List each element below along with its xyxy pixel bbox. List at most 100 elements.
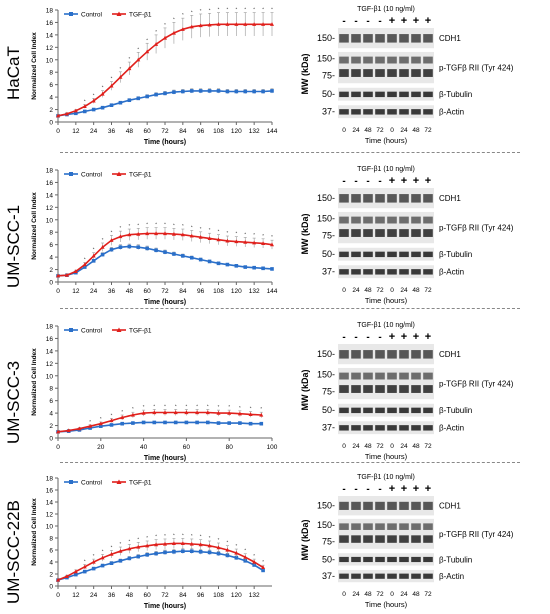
data-point: [252, 240, 257, 245]
protein-band: [351, 194, 361, 203]
protein-band: [423, 251, 433, 258]
data-point: [100, 244, 105, 249]
x-tick-label: 60: [144, 592, 152, 599]
data-point: [127, 556, 132, 561]
x-tick-label: 72: [161, 592, 169, 599]
treatment-sign: +: [389, 175, 395, 187]
x-tick-label: 40: [140, 444, 148, 451]
y-tick-label: 12: [46, 512, 54, 519]
x-tick-label: 12: [72, 288, 80, 295]
data-point: [56, 429, 60, 434]
significance-mark: *: [173, 532, 175, 537]
protein-band: [375, 556, 385, 563]
data-point: [252, 89, 256, 94]
treatment-sign: -: [366, 176, 369, 187]
protein-band: [339, 535, 349, 543]
mw-marker: 50-: [322, 249, 335, 259]
protein-band: [363, 91, 373, 98]
data-point: [120, 421, 124, 426]
significance-mark: *: [137, 222, 139, 227]
protein-band: [339, 523, 349, 530]
data-point: [243, 265, 248, 269]
data-point: [163, 91, 167, 96]
data-point: [154, 92, 158, 97]
protein-band: [375, 372, 385, 380]
y-tick-label: 8: [49, 386, 53, 393]
data-point: [56, 113, 60, 118]
treatment-sign: +: [413, 15, 419, 27]
data-point: [248, 412, 253, 416]
protein-band: [387, 69, 397, 77]
x-tick-label: 0: [56, 288, 60, 295]
treatment-label: TGF-β1 (10 ng/ml): [357, 166, 415, 173]
protein-band: [411, 229, 421, 237]
significance-mark: *: [100, 416, 102, 421]
treatment-sign: -: [342, 484, 345, 495]
y-tick-label: 16: [46, 488, 54, 495]
data-point: [109, 423, 114, 427]
protein-band: [411, 34, 421, 43]
protein-band: [423, 216, 433, 224]
mw-marker: 75-: [322, 536, 335, 546]
time-label: 0: [342, 443, 346, 450]
separator: [60, 308, 520, 309]
protein-band: [387, 573, 397, 579]
protein-band: [423, 523, 433, 530]
data-point: [127, 244, 132, 249]
y-tick-label: 4: [49, 560, 53, 567]
treatment-label: TGF-β1 (10 ng/ml): [357, 322, 415, 329]
significance-mark: *: [260, 406, 262, 411]
data-point: [189, 255, 194, 260]
protein-band: [399, 216, 409, 224]
x-axis-title: Time (hours): [144, 299, 186, 306]
protein-band: [339, 91, 349, 98]
x-tick-label: 12: [72, 128, 80, 135]
data-point: [180, 541, 185, 545]
data-point: [145, 246, 149, 251]
y-tick-label: 16: [46, 180, 54, 187]
significance-mark: *: [182, 12, 184, 17]
data-point: [181, 254, 185, 258]
protein-band: [399, 56, 409, 64]
protein-band: [399, 350, 409, 359]
y-tick-label: 10: [46, 57, 54, 64]
legend-label: TGF-β1: [129, 328, 152, 335]
significance-mark: *: [121, 409, 123, 414]
data-point: [225, 547, 230, 552]
protein-band: [351, 229, 361, 237]
protein-band: [387, 385, 397, 393]
significance-mark: *: [128, 56, 130, 61]
protein-band: [363, 425, 373, 431]
y-axis-title: Normalized Cell Index: [31, 32, 38, 100]
time-label: 0: [390, 443, 394, 450]
protein-band: [363, 523, 373, 530]
significance-mark: *: [262, 233, 264, 238]
data-point: [136, 57, 141, 62]
data-point: [74, 572, 78, 577]
x-tick-label: 84: [179, 128, 187, 135]
data-point: [234, 264, 239, 268]
protein-label: β-Tubulin: [439, 555, 472, 564]
data-point: [207, 259, 212, 264]
protein-band: [387, 535, 397, 543]
protein-band: [375, 251, 385, 258]
x-tick-label: 120: [231, 128, 242, 135]
protein-band: [387, 194, 397, 203]
mw-marker: 37-: [322, 267, 335, 277]
data-point: [136, 544, 141, 549]
blot-strip: [338, 421, 434, 435]
x-tick-label: 108: [213, 128, 224, 135]
protein-band: [339, 407, 349, 414]
treatment-sign: +: [389, 483, 395, 495]
protein-band: [375, 350, 385, 359]
protein-band: [375, 229, 385, 237]
legend-label: TGF-β1: [129, 12, 152, 19]
x-tick-label: 84: [179, 288, 187, 295]
significance-mark: *: [271, 234, 273, 239]
significance-mark: *: [137, 46, 139, 51]
data-point: [66, 428, 71, 433]
x-tick-label: 36: [108, 128, 116, 135]
blot-strip: [338, 496, 434, 516]
data-point: [82, 262, 87, 267]
data-point: [189, 89, 194, 93]
